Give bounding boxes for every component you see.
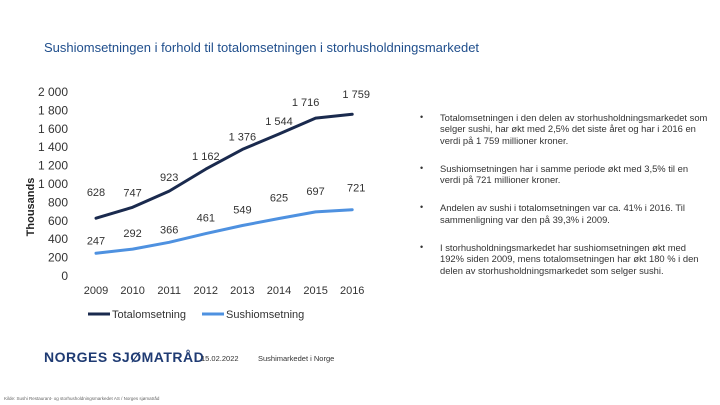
y-tick-label: 400	[48, 232, 68, 246]
y-tick-label: 1 600	[38, 122, 68, 136]
data-label: 697	[306, 186, 324, 198]
x-tick-label: 2011	[157, 285, 181, 297]
series-line-sushiomsetning	[94, 208, 354, 255]
y-tick-label: 1 000	[38, 177, 68, 191]
bullet-item: • Sushiomsetningen har i samme periode øk…	[420, 163, 710, 186]
data-label: 461	[197, 213, 215, 225]
data-label: 1 716	[292, 97, 320, 109]
legend-label: Sushiomsetning	[226, 309, 304, 321]
line-chart: Thousands 0 200 400 600 800 1 000 1 200 1 400 1 …	[25, 85, 370, 321]
footer-source: Kilde: Sushi Restaurant- og storhusholdn…	[4, 396, 160, 401]
slide-title: Sushiomsetningen i forhold til totalomse…	[44, 40, 480, 55]
bullet-text: Sushiomsetningen har i samme periode økt…	[440, 162, 689, 186]
data-label: 549	[233, 204, 251, 216]
y-tick-label: 600	[48, 214, 68, 228]
data-label: 1 759	[342, 89, 370, 101]
data-label: 747	[123, 187, 141, 199]
data-label: 1 376	[229, 131, 257, 143]
y-tick-label: 1 400	[38, 140, 68, 154]
bullet-text: Andelen av sushi i totalomsetningen var …	[440, 202, 685, 225]
y-axis-title: Thousands	[25, 178, 37, 237]
bullet-dot-icon: •	[420, 112, 424, 122]
x-tick-label: 2009	[84, 285, 108, 297]
y-tick-label: 2 000	[38, 85, 68, 99]
y-tick-label: 1 800	[38, 103, 68, 117]
bullet-dot-icon: •	[420, 162, 424, 173]
data-label: 1 544	[265, 116, 293, 128]
x-tick-label: 2015	[303, 285, 327, 297]
footer-doc-title: Sushimarkedet i Norge	[258, 354, 335, 363]
x-tick-label: 2014	[267, 285, 291, 297]
bullet-item: • Andelen av sushi i totalomsetningen var…	[420, 202, 710, 225]
data-label: 292	[123, 228, 141, 240]
y-axis: 0 200 400 600 800 1 000 1 200 1 400 1 600 1 800 2 …	[38, 85, 68, 283]
x-tick-label: 2013	[230, 285, 254, 297]
data-labels: 628 747 923 1 162 1 376 1 544 1 716 1 759 247 292…	[87, 89, 370, 247]
x-tick-label: 2016	[340, 285, 364, 297]
legend-label: Totalomsetning	[112, 309, 186, 321]
bullet-list: • Totalomsetningen i den delen av storhus…	[420, 112, 710, 293]
y-tick-label: 0	[61, 269, 68, 283]
data-label: 721	[347, 183, 365, 195]
series-lines	[94, 112, 354, 255]
data-label: 923	[160, 172, 178, 184]
data-label: 625	[270, 193, 288, 205]
x-tick-label: 2012	[194, 285, 218, 297]
data-label: 366	[160, 224, 178, 236]
y-tick-label: 800	[48, 195, 68, 209]
legend: Totalomsetning Sushiomsetning	[88, 309, 304, 321]
data-label: 1 162	[192, 151, 220, 163]
footer-date: 15.02.2022	[201, 354, 239, 363]
data-label: 247	[87, 235, 105, 247]
bullet-text: I storhusholdningsmarkedet har sushiomse…	[440, 241, 699, 276]
y-tick-label: 1 200	[38, 159, 68, 173]
bullet-item: • I storhusholdningsmarkedet har sushioms…	[420, 242, 710, 276]
data-label: 628	[87, 187, 105, 199]
bullet-dot-icon: •	[420, 241, 424, 252]
x-tick-label: 2010	[120, 285, 144, 297]
y-tick-label: 200	[48, 251, 68, 265]
bullet-text: Totalomsetningen i den delen av storhush…	[440, 112, 708, 146]
x-axis: 2009 2010 2011 2012 2013 2014 2015 2016	[84, 285, 365, 297]
bullet-dot-icon: •	[420, 202, 424, 213]
bullet-item: • Totalomsetningen i den delen av storhus…	[420, 112, 710, 146]
series-line-totalomsetning	[94, 112, 354, 220]
footer-logo: NORGES SJØMATRÅD	[44, 349, 205, 365]
